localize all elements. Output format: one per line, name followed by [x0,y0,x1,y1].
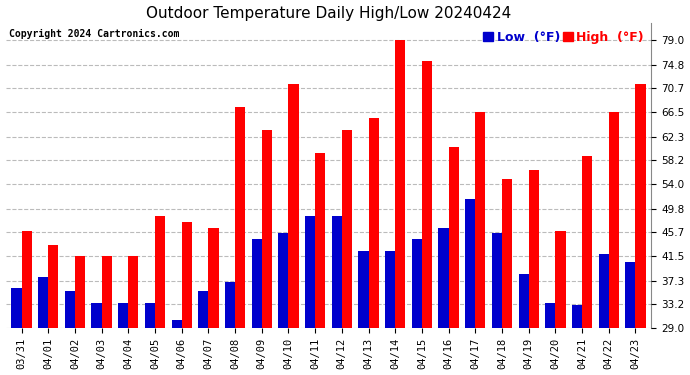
Bar [225,282,235,328]
Bar [438,228,449,328]
Bar [118,303,128,328]
Bar [625,262,635,328]
Bar [145,303,155,328]
Bar [278,233,288,328]
Bar [422,60,432,328]
Bar [48,245,59,328]
Bar [385,251,395,328]
Bar [332,216,342,328]
Bar [92,303,101,328]
Bar [181,222,192,328]
Bar [128,256,139,328]
Bar [395,40,406,328]
Bar [155,216,165,328]
Bar [599,254,609,328]
Legend: Low  (°F), High  (°F): Low (°F), High (°F) [482,29,645,45]
Bar [198,291,208,328]
Bar [21,231,32,328]
Bar [342,130,352,328]
Bar [12,288,21,328]
Bar [412,239,422,328]
Bar [502,178,512,328]
Bar [465,199,475,328]
Bar [448,147,459,328]
Bar [572,305,582,328]
Bar [235,106,245,328]
Title: Outdoor Temperature Daily High/Low 20240424: Outdoor Temperature Daily High/Low 20240… [146,6,511,21]
Bar [635,84,646,328]
Bar [252,239,262,328]
Bar [75,256,85,328]
Bar [519,274,529,328]
Text: Copyright 2024 Cartronics.com: Copyright 2024 Cartronics.com [9,29,179,39]
Bar [315,153,325,328]
Bar [475,112,486,328]
Bar [65,291,75,328]
Bar [555,231,566,328]
Bar [288,84,299,328]
Bar [545,303,555,328]
Bar [609,112,619,328]
Bar [368,118,379,328]
Bar [208,228,219,328]
Bar [305,216,315,328]
Bar [529,170,539,328]
Bar [582,156,592,328]
Bar [358,251,368,328]
Bar [262,130,272,328]
Bar [492,233,502,328]
Bar [172,320,181,328]
Bar [101,256,112,328]
Bar [38,277,48,328]
